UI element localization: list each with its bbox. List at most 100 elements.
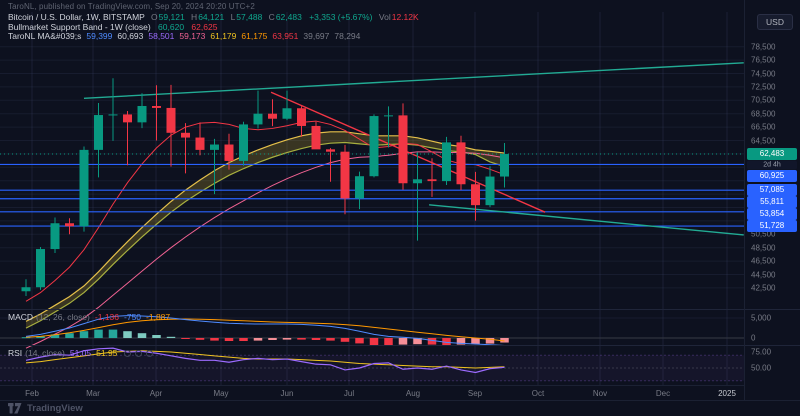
candle-body [224, 144, 234, 161]
candle-body [311, 125, 321, 150]
macd-histogram-bar [485, 338, 495, 344]
price-axis[interactable]: 78,500 76,500 74,500 72,500 70,500 68,500 66,5… [744, 0, 800, 400]
candle-body [210, 144, 219, 150]
candle-body [340, 151, 350, 199]
macd-histogram-bar [384, 338, 393, 346]
rsi-action-icon[interactable] [123, 350, 131, 357]
macd-legend-row: MACD (12, 26, close) -1,136 -750 -1,887 [8, 312, 170, 322]
macd-histogram-bar [268, 338, 277, 340]
level-price-badge[interactable]: 60,925 [747, 169, 797, 182]
macd-histogram-bar [413, 338, 422, 345]
macd-histogram-bar [253, 338, 263, 341]
price-tick-label: 44,500 [751, 270, 776, 279]
candle-body [355, 176, 364, 199]
candle-body [297, 108, 306, 126]
candle-body [398, 115, 408, 184]
macd-histogram-bar [195, 338, 205, 340]
rsi-legend-row: RSI (14, close) 51.05 51.95 [8, 348, 153, 358]
band-indicator-title[interactable]: Bullmarket Support Band - 1W (close) [8, 21, 151, 32]
candle-body [195, 137, 205, 150]
candle-body [268, 113, 277, 119]
macd-histogram-bar [79, 331, 89, 338]
trendline-lower-support[interactable] [429, 204, 744, 236]
mas-legend-row: TaroNL MA&#039;s 59,399 60,693 58,501 59,173… [8, 31, 360, 41]
ohlc-low-value: 57,488 [236, 12, 263, 22]
currency-unit-button[interactable]: USD [757, 14, 793, 30]
candle-body [108, 114, 118, 116]
trendline-downtrend[interactable] [270, 91, 546, 213]
ohlc-low-label: L [230, 12, 236, 22]
pane-separator[interactable] [0, 309, 800, 310]
macd-histogram-bar [108, 329, 118, 338]
support-band-upper-line [25, 131, 505, 322]
price-tick-label: 50,500 [751, 229, 776, 239]
candle-body [427, 179, 437, 182]
ma-value: 59,399 [86, 31, 113, 41]
time-axis-label: May [213, 389, 229, 398]
macd-signal-line [25, 318, 505, 342]
candle-body [152, 105, 161, 108]
candle-body [36, 249, 45, 288]
band-value-2: 62,625 [191, 21, 218, 32]
level-price-badge[interactable]: 55,811 [747, 196, 797, 209]
pane-separator[interactable] [0, 345, 800, 346]
macd-histogram-bar [181, 338, 190, 339]
macd-value: -1,136 [94, 312, 120, 322]
price-tick-label: 72,500 [751, 82, 776, 92]
level-price-badge[interactable]: 53,854 [747, 208, 797, 221]
macd-histogram-bar [36, 336, 45, 338]
macd-histogram-bar [166, 336, 176, 338]
rsi-action-icon[interactable] [134, 350, 142, 357]
macd-tick-label: 5,000 [751, 313, 772, 323]
price-tick-label: 76,500 [751, 55, 776, 65]
time-axis-label: Jun [280, 389, 294, 398]
macd-histogram-bar [297, 338, 306, 340]
price-tick-label: 78,500 [751, 42, 776, 52]
tradingview-logo[interactable] [8, 403, 22, 414]
rsi-line [25, 347, 505, 374]
macd-histogram-bar [471, 338, 480, 344]
rsi-value: 51.95 [96, 348, 118, 358]
macd-histogram-bar [398, 338, 408, 345]
candle-body [79, 149, 89, 227]
macd-histogram-bar [326, 338, 335, 341]
macd-histogram-bar [65, 333, 74, 338]
price-tick-label: 46,500 [751, 256, 776, 266]
mas-indicator-title[interactable]: TaroNL MA&#039;s [8, 31, 82, 41]
support-band-lower-line [25, 141, 505, 329]
bottom-bar: TradingView [0, 400, 800, 416]
macd-histogram-bar [123, 331, 132, 338]
trendline-upper-channel[interactable] [83, 62, 744, 99]
symbol-title[interactable]: Bitcoin / U.S. Dollar, 1W, BITSTAMP [8, 12, 145, 22]
candle-body [137, 105, 147, 123]
candle-body [239, 124, 248, 161]
time-axis[interactable]: Feb Mar Apr May Jun Jul Aug Sep Oct Nov Dec 2025 [0, 385, 744, 400]
candle-body [413, 179, 422, 184]
candle-body [123, 114, 132, 123]
macd-indicator-title[interactable]: MACD [8, 312, 34, 322]
ohlc-close-label: C [268, 12, 275, 22]
macd-params: (12, 26, close) [36, 312, 90, 322]
change-value: +3,353 (+5.67%) [309, 12, 373, 22]
rsi-indicator-title[interactable]: RSI [8, 348, 23, 358]
macd-line [25, 315, 505, 347]
rsi-action-icon[interactable] [145, 350, 153, 357]
candle-body [485, 176, 495, 206]
level-price-badge[interactable]: 57,085 [747, 184, 797, 197]
rsi-tick-label: 75.00 [751, 347, 772, 357]
time-axis-label: Dec [655, 389, 671, 398]
level-price-badge[interactable]: 51,728 [747, 220, 797, 233]
band-value-1: 60,620 [158, 21, 185, 32]
chart-canvas[interactable] [0, 0, 744, 400]
time-axis-label: Mar [86, 389, 100, 398]
tradingview-brand-text[interactable]: TradingView [27, 403, 83, 414]
price-tick-label: 66,500 [751, 122, 776, 132]
band-legend-row: Bullmarket Support Band - 1W (close) 60,… [8, 22, 217, 32]
candle-body [326, 149, 335, 152]
macd-histogram-bar [21, 337, 31, 339]
ohlc-open-value: 59,121 [158, 12, 185, 22]
candle-body [65, 223, 74, 227]
candle-body [384, 115, 393, 117]
bar-countdown-badge: 2d 4h [747, 160, 797, 170]
price-tick-label: 68,500 [751, 109, 776, 119]
